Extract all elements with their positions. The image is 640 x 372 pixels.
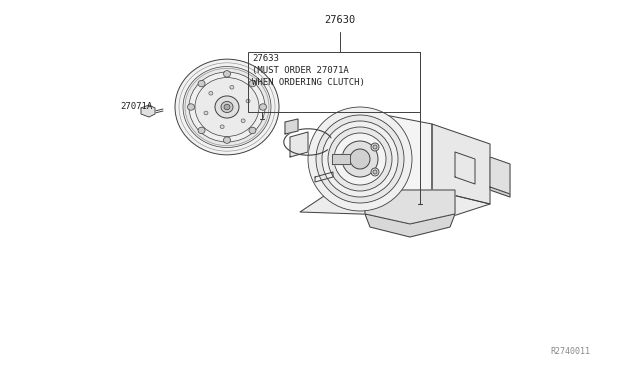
Polygon shape [141, 105, 155, 117]
Text: 27071A: 27071A [120, 102, 152, 111]
Text: 27633
(MUST ORDER 27071A
WHEN ORDERING CLUTCH): 27633 (MUST ORDER 27071A WHEN ORDERING C… [252, 54, 365, 87]
Ellipse shape [373, 170, 377, 174]
Ellipse shape [241, 119, 245, 123]
Polygon shape [490, 187, 510, 197]
Ellipse shape [183, 67, 271, 147]
Ellipse shape [195, 77, 259, 137]
Polygon shape [365, 190, 455, 224]
Ellipse shape [188, 104, 195, 110]
Polygon shape [455, 152, 475, 184]
Ellipse shape [215, 96, 239, 118]
Ellipse shape [322, 121, 398, 197]
Ellipse shape [334, 133, 386, 185]
Ellipse shape [221, 102, 233, 112]
Ellipse shape [316, 115, 404, 203]
Ellipse shape [230, 86, 234, 89]
Polygon shape [432, 124, 490, 204]
Ellipse shape [328, 127, 392, 191]
Ellipse shape [249, 80, 256, 87]
Polygon shape [333, 114, 432, 202]
Ellipse shape [223, 137, 230, 143]
Polygon shape [315, 172, 333, 182]
Ellipse shape [223, 71, 230, 77]
Polygon shape [332, 154, 350, 164]
Ellipse shape [246, 99, 250, 103]
Ellipse shape [308, 107, 412, 211]
Ellipse shape [259, 104, 266, 110]
Ellipse shape [342, 141, 378, 177]
Text: 27630: 27630 [324, 15, 356, 25]
Ellipse shape [209, 92, 213, 95]
Ellipse shape [249, 127, 256, 134]
Polygon shape [290, 132, 308, 157]
Polygon shape [490, 157, 510, 194]
Ellipse shape [220, 125, 224, 129]
Ellipse shape [189, 72, 265, 142]
Bar [248, 52, 420, 112]
Ellipse shape [204, 111, 208, 115]
Ellipse shape [224, 104, 230, 110]
Polygon shape [300, 190, 490, 217]
Ellipse shape [373, 145, 377, 149]
Ellipse shape [198, 127, 205, 134]
Polygon shape [285, 119, 298, 134]
Ellipse shape [175, 59, 279, 155]
Polygon shape [315, 142, 333, 177]
Ellipse shape [371, 168, 379, 176]
Ellipse shape [198, 80, 205, 87]
Ellipse shape [371, 143, 379, 151]
Polygon shape [365, 214, 455, 237]
Ellipse shape [350, 149, 370, 169]
Text: R2740011: R2740011 [550, 347, 590, 356]
